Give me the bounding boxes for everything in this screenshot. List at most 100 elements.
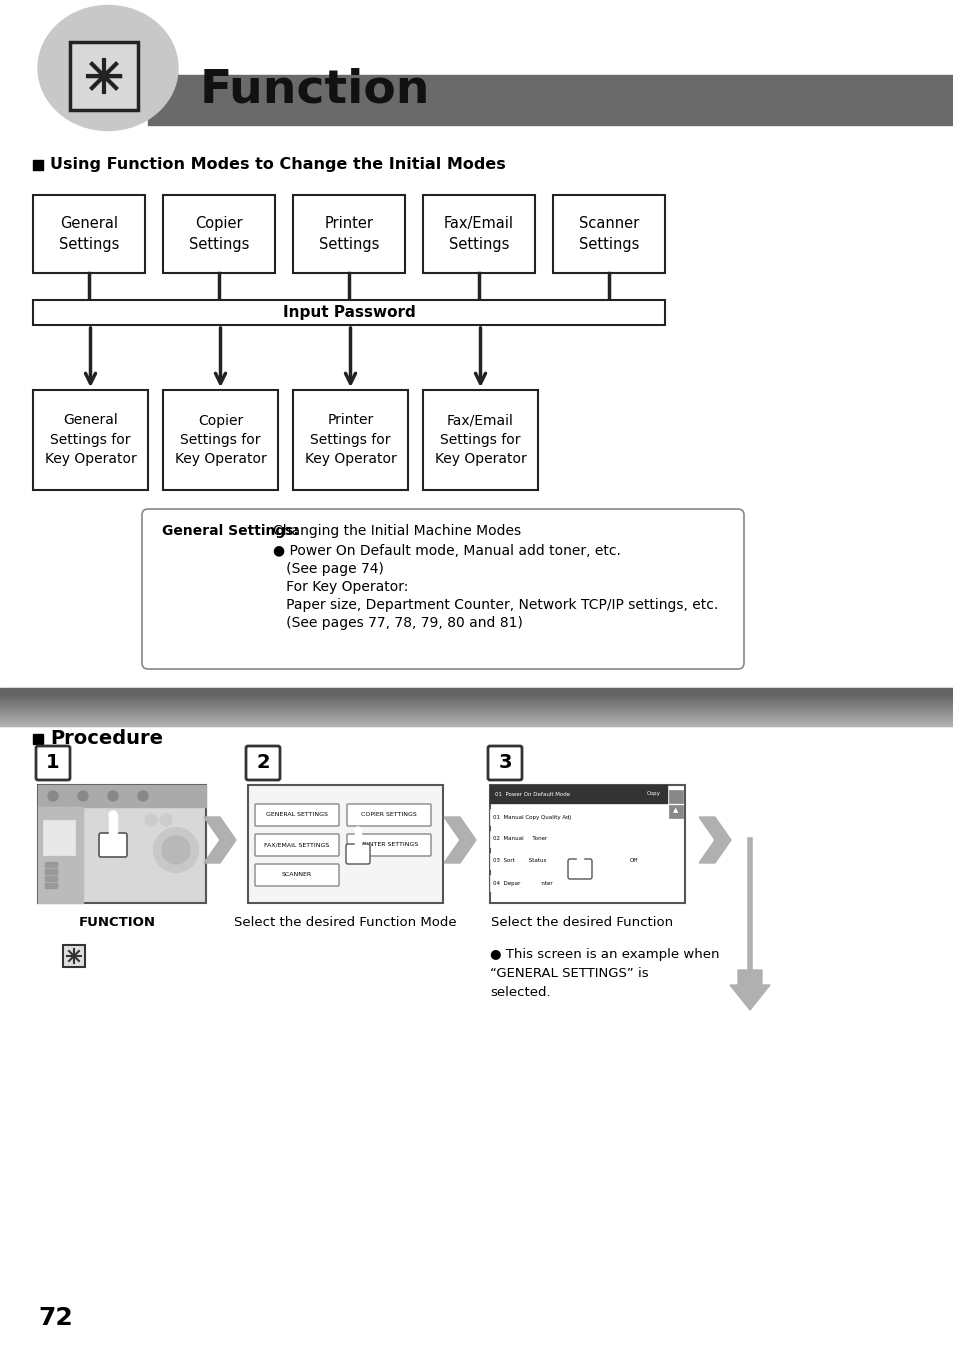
Text: 03  Sort        Status: 03 Sort Status bbox=[493, 858, 546, 863]
FancyBboxPatch shape bbox=[254, 834, 338, 857]
Polygon shape bbox=[699, 817, 730, 863]
FancyBboxPatch shape bbox=[488, 746, 521, 780]
FancyBboxPatch shape bbox=[567, 859, 592, 880]
Text: Copier
Settings for
Key Operator: Copier Settings for Key Operator bbox=[174, 413, 266, 466]
FancyBboxPatch shape bbox=[347, 804, 431, 825]
Bar bbox=[577, 847, 582, 861]
Bar bbox=[490, 809, 666, 825]
Text: Changing the Initial Machine Modes: Changing the Initial Machine Modes bbox=[273, 524, 520, 538]
Text: Paper size, Department Counter, Network TCP/IP settings, etc.: Paper size, Department Counter, Network … bbox=[273, 598, 718, 612]
Bar bbox=[45, 869, 57, 874]
Circle shape bbox=[160, 815, 172, 825]
Bar bbox=[490, 785, 666, 802]
Bar bbox=[490, 852, 666, 869]
FancyBboxPatch shape bbox=[553, 195, 664, 273]
Text: Copier
Settings: Copier Settings bbox=[189, 216, 249, 253]
Polygon shape bbox=[204, 817, 235, 863]
Bar bbox=[45, 884, 57, 888]
Text: 02  Manual     Toner: 02 Manual Toner bbox=[493, 836, 547, 842]
Bar bbox=[0, 688, 953, 725]
Bar bbox=[33, 734, 43, 744]
Bar bbox=[355, 830, 360, 846]
Text: FAX/EMAIL SETTINGS: FAX/EMAIL SETTINGS bbox=[264, 843, 330, 847]
Text: General Settings:: General Settings: bbox=[162, 524, 298, 538]
Text: Fax/Email
Settings for
Key Operator: Fax/Email Settings for Key Operator bbox=[435, 413, 526, 466]
Circle shape bbox=[138, 790, 148, 801]
Text: PRINTER SETTINGS: PRINTER SETTINGS bbox=[359, 843, 418, 847]
Text: 04  Depar            nter: 04 Depar nter bbox=[493, 881, 552, 885]
Circle shape bbox=[162, 836, 190, 865]
FancyBboxPatch shape bbox=[246, 746, 280, 780]
FancyBboxPatch shape bbox=[163, 390, 277, 490]
Text: 72: 72 bbox=[38, 1306, 72, 1329]
Bar bbox=[490, 831, 666, 847]
FancyBboxPatch shape bbox=[163, 195, 274, 273]
Text: 1: 1 bbox=[46, 754, 60, 773]
FancyBboxPatch shape bbox=[254, 804, 338, 825]
Text: ▼: ▼ bbox=[673, 821, 678, 828]
FancyBboxPatch shape bbox=[38, 785, 206, 902]
Text: Printer
Settings for
Key Operator: Printer Settings for Key Operator bbox=[304, 413, 395, 466]
Ellipse shape bbox=[38, 5, 178, 131]
Text: Using Function Modes to Change the Initial Modes: Using Function Modes to Change the Initi… bbox=[50, 158, 505, 173]
Text: GENERAL SETTINGS: GENERAL SETTINGS bbox=[266, 812, 328, 817]
FancyBboxPatch shape bbox=[422, 195, 535, 273]
Circle shape bbox=[48, 790, 58, 801]
Text: (See pages 77, 78, 79, 80 and 81): (See pages 77, 78, 79, 80 and 81) bbox=[273, 616, 522, 630]
Text: (See page 74): (See page 74) bbox=[273, 562, 383, 576]
Text: General
Settings for
Key Operator: General Settings for Key Operator bbox=[45, 413, 136, 466]
Circle shape bbox=[145, 815, 157, 825]
FancyBboxPatch shape bbox=[422, 390, 537, 490]
Text: Printer
Settings: Printer Settings bbox=[318, 216, 378, 253]
Ellipse shape bbox=[43, 50, 181, 120]
Text: For Key Operator:: For Key Operator: bbox=[273, 580, 408, 594]
Bar bbox=[38, 807, 83, 902]
Bar bbox=[109, 815, 117, 835]
Bar bbox=[490, 875, 666, 892]
FancyBboxPatch shape bbox=[99, 834, 127, 857]
Circle shape bbox=[577, 844, 582, 850]
FancyBboxPatch shape bbox=[63, 944, 85, 967]
Text: Select the desired Function: Select the desired Function bbox=[491, 916, 673, 929]
Bar bbox=[38, 785, 206, 807]
Text: ● Power On Default mode, Manual add toner, etc.: ● Power On Default mode, Manual add tone… bbox=[273, 544, 620, 558]
FancyBboxPatch shape bbox=[70, 42, 138, 109]
FancyBboxPatch shape bbox=[33, 390, 148, 490]
FancyBboxPatch shape bbox=[248, 785, 442, 902]
FancyBboxPatch shape bbox=[490, 785, 684, 902]
FancyBboxPatch shape bbox=[33, 195, 145, 273]
Text: Fax/Email
Settings: Fax/Email Settings bbox=[443, 216, 514, 253]
Bar bbox=[148, 76, 953, 126]
Bar bbox=[43, 820, 75, 855]
Text: Off: Off bbox=[629, 858, 638, 863]
Text: SCANNER: SCANNER bbox=[282, 873, 312, 878]
FancyBboxPatch shape bbox=[254, 865, 338, 886]
Text: Select the desired Function Mode: Select the desired Function Mode bbox=[233, 916, 456, 929]
FancyBboxPatch shape bbox=[36, 746, 70, 780]
Text: ● This screen is an example when
“GENERAL SETTINGS” is
selected.: ● This screen is an example when “GENERA… bbox=[490, 948, 719, 998]
Bar bbox=[668, 805, 682, 817]
Text: 01  Power On Default Mode: 01 Power On Default Mode bbox=[495, 792, 570, 797]
Text: Procedure: Procedure bbox=[50, 730, 163, 748]
FancyBboxPatch shape bbox=[347, 834, 431, 857]
FancyBboxPatch shape bbox=[293, 195, 405, 273]
Text: General
Settings: General Settings bbox=[59, 216, 119, 253]
Text: COPIER SETTINGS: COPIER SETTINGS bbox=[361, 812, 416, 817]
Text: Scanner
Settings: Scanner Settings bbox=[578, 216, 639, 253]
FancyBboxPatch shape bbox=[293, 390, 408, 490]
Text: Copy: Copy bbox=[646, 792, 660, 797]
Circle shape bbox=[355, 827, 360, 834]
FancyBboxPatch shape bbox=[346, 844, 370, 865]
Text: 01  Manual Copy Quality Adj: 01 Manual Copy Quality Adj bbox=[493, 815, 571, 820]
FancyBboxPatch shape bbox=[33, 300, 664, 326]
Bar bbox=[45, 862, 57, 867]
Circle shape bbox=[108, 790, 118, 801]
Circle shape bbox=[90, 944, 112, 967]
Circle shape bbox=[78, 790, 88, 801]
Text: 3: 3 bbox=[497, 754, 511, 773]
Text: Function: Function bbox=[200, 68, 430, 112]
Bar bbox=[668, 790, 682, 802]
Bar bbox=[33, 159, 43, 170]
Bar bbox=[45, 875, 57, 881]
FancyBboxPatch shape bbox=[142, 509, 743, 669]
